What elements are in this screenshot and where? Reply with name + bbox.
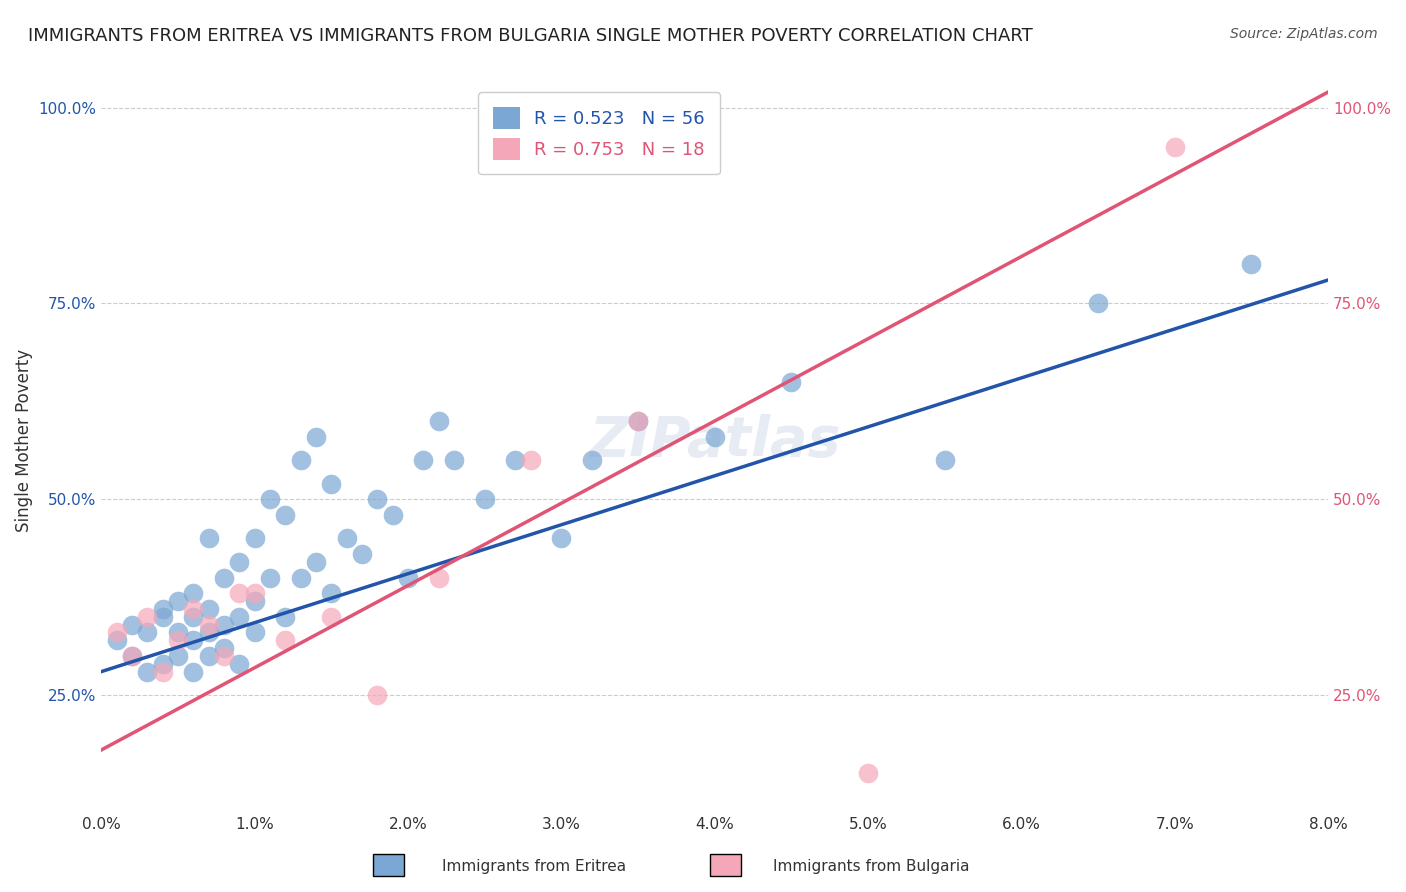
Point [212, 648, 235, 663]
Point [228, 586, 250, 600]
Point [352, 547, 374, 561]
Point [167, 625, 190, 640]
Point [305, 555, 328, 569]
Point [274, 609, 297, 624]
Point [505, 453, 527, 467]
Point [259, 571, 281, 585]
Point [290, 453, 312, 467]
Point [121, 648, 143, 663]
Point [550, 532, 572, 546]
Point [1087, 296, 1109, 310]
Text: ZIPatlas: ZIPatlas [589, 414, 841, 467]
Point [427, 414, 450, 428]
Point [243, 586, 266, 600]
Point [520, 453, 543, 467]
Point [243, 594, 266, 608]
Point [105, 633, 128, 648]
Y-axis label: Single Mother Poverty: Single Mother Poverty [15, 349, 32, 533]
Point [366, 688, 388, 702]
Point [228, 657, 250, 671]
Point [321, 609, 343, 624]
Point [274, 633, 297, 648]
Point [197, 648, 219, 663]
Point [321, 476, 343, 491]
Point [183, 586, 205, 600]
Point [336, 532, 359, 546]
Point [412, 453, 434, 467]
Point [167, 648, 190, 663]
Point [136, 665, 159, 679]
Point [105, 625, 128, 640]
Point [183, 633, 205, 648]
Point [228, 555, 250, 569]
Point [396, 571, 419, 585]
Point [197, 625, 219, 640]
Point [243, 532, 266, 546]
Point [183, 602, 205, 616]
Point [305, 429, 328, 443]
Point [136, 609, 159, 624]
Point [856, 766, 879, 780]
Point [381, 508, 404, 522]
Point [212, 617, 235, 632]
Point [197, 617, 219, 632]
Point [197, 602, 219, 616]
Text: Source: ZipAtlas.com: Source: ZipAtlas.com [1230, 27, 1378, 41]
Point [290, 571, 312, 585]
Text: Immigrants from Eritrea: Immigrants from Eritrea [443, 859, 626, 874]
Point [703, 429, 725, 443]
Point [152, 602, 174, 616]
Point [212, 571, 235, 585]
Point [152, 665, 174, 679]
Point [212, 641, 235, 656]
Point [581, 453, 603, 467]
Point [243, 625, 266, 640]
Text: Immigrants from Bulgaria: Immigrants from Bulgaria [773, 859, 970, 874]
Text: IMMIGRANTS FROM ERITREA VS IMMIGRANTS FROM BULGARIA SINGLE MOTHER POVERTY CORREL: IMMIGRANTS FROM ERITREA VS IMMIGRANTS FR… [28, 27, 1033, 45]
Point [228, 609, 250, 624]
Point [474, 492, 496, 507]
Point [1164, 140, 1187, 154]
Point [1240, 257, 1263, 271]
Point [136, 625, 159, 640]
Point [152, 657, 174, 671]
Legend: R = 0.523   N = 56, R = 0.753   N = 18: R = 0.523 N = 56, R = 0.753 N = 18 [478, 93, 720, 175]
Point [152, 609, 174, 624]
Point [167, 594, 190, 608]
Point [121, 648, 143, 663]
Point [366, 492, 388, 507]
Point [121, 617, 143, 632]
Point [427, 571, 450, 585]
Point [321, 586, 343, 600]
Point [274, 508, 297, 522]
Point [443, 453, 465, 467]
Point [627, 414, 650, 428]
Point [183, 609, 205, 624]
Point [259, 492, 281, 507]
Point [934, 453, 956, 467]
Point [627, 414, 650, 428]
Point [197, 532, 219, 546]
Point [780, 375, 803, 389]
Point [167, 633, 190, 648]
Point [183, 665, 205, 679]
